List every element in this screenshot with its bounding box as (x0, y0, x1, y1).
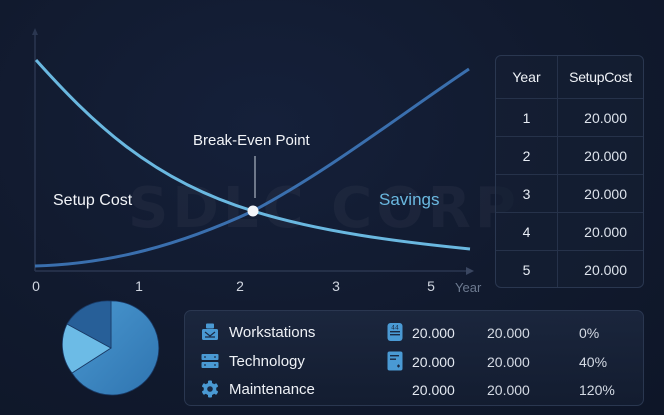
table-row: 4 20.000 (496, 213, 643, 251)
header-year: Year (496, 56, 558, 98)
value-1: 20.000 (412, 354, 455, 370)
table-row: 3 20.000 (496, 175, 643, 213)
year-cell: 4 (496, 213, 558, 250)
table-row: 5 20.000 (496, 251, 643, 287)
percent-change: 40% (579, 354, 608, 370)
break-even-chart: SDLC CORP Setup Cost Savings Break-Even … (32, 28, 482, 295)
year-cell: 2 (496, 137, 558, 174)
breakeven-label: Break-Even Point (193, 132, 310, 149)
x-axis-arrow (466, 267, 474, 275)
document-icon (387, 351, 403, 371)
value-2: 20.000 (487, 354, 530, 370)
workstation-icon (202, 323, 218, 340)
category-name: Technology (229, 353, 305, 370)
category-name: Maintenance (229, 381, 315, 398)
list-item: Technology 20.000 20.000 40% (185, 350, 643, 374)
pie-chart (62, 300, 160, 396)
list-item: Workstations 44 20.000 20.000 0% (185, 321, 643, 345)
cost-cell: 20.000 (584, 147, 627, 164)
cost-breakdown-panel: Workstations 44 20.000 20.000 0% Technol… (184, 310, 644, 406)
cost-cell: 20.000 (584, 109, 627, 126)
value-2: 20.000 (487, 382, 530, 398)
list-item: Maintenance 20.000 20.000 120% (185, 378, 643, 402)
percent-change: 0% (579, 325, 600, 341)
pie-slice-large (71, 300, 160, 396)
x-tick: 0 (32, 278, 40, 294)
value-1: 20.000 (412, 382, 455, 398)
year-cell: 3 (496, 175, 558, 212)
value-1: 20.000 (412, 325, 455, 341)
header-setup-cost: SetupCost (569, 69, 632, 85)
server-icon (201, 354, 219, 368)
gear-icon (202, 380, 218, 398)
cost-cell: 20.000 (584, 185, 627, 202)
x-tick: 1 (135, 278, 143, 294)
x-axis-label: Year (455, 280, 482, 295)
category-name: Workstations (229, 324, 316, 341)
year-setup-cost-table: Year SetupCost 1 20.000 2 20.000 3 20.00… (495, 55, 644, 288)
year-cell: 5 (496, 251, 558, 287)
setup-cost-label: Setup Cost (53, 192, 133, 209)
svg-text:44: 44 (391, 325, 399, 332)
y-axis-arrow (32, 28, 38, 35)
savings-label: Savings (379, 190, 440, 209)
year-cell: 1 (496, 99, 558, 136)
table-header: Year SetupCost (496, 56, 643, 99)
pie-slice-light (62, 323, 112, 374)
table-row: 2 20.000 (496, 137, 643, 175)
table-row: 1 20.000 (496, 99, 643, 137)
value-2: 20.000 (487, 325, 530, 341)
cost-cell: 20.000 (584, 262, 627, 278)
x-tick: 2 (236, 278, 244, 294)
breakeven-point (247, 205, 259, 217)
cost-cell: 20.000 (584, 223, 627, 240)
savings-line (34, 67, 470, 268)
chart-plot (32, 28, 474, 275)
setup-cost-line (34, 58, 471, 251)
pie-slice-dark (66, 300, 112, 349)
percent-change: 120% (579, 382, 615, 398)
x-tick: 3 (332, 278, 340, 294)
calendar-icon: 44 (387, 323, 403, 341)
x-tick: 5 (427, 278, 435, 294)
